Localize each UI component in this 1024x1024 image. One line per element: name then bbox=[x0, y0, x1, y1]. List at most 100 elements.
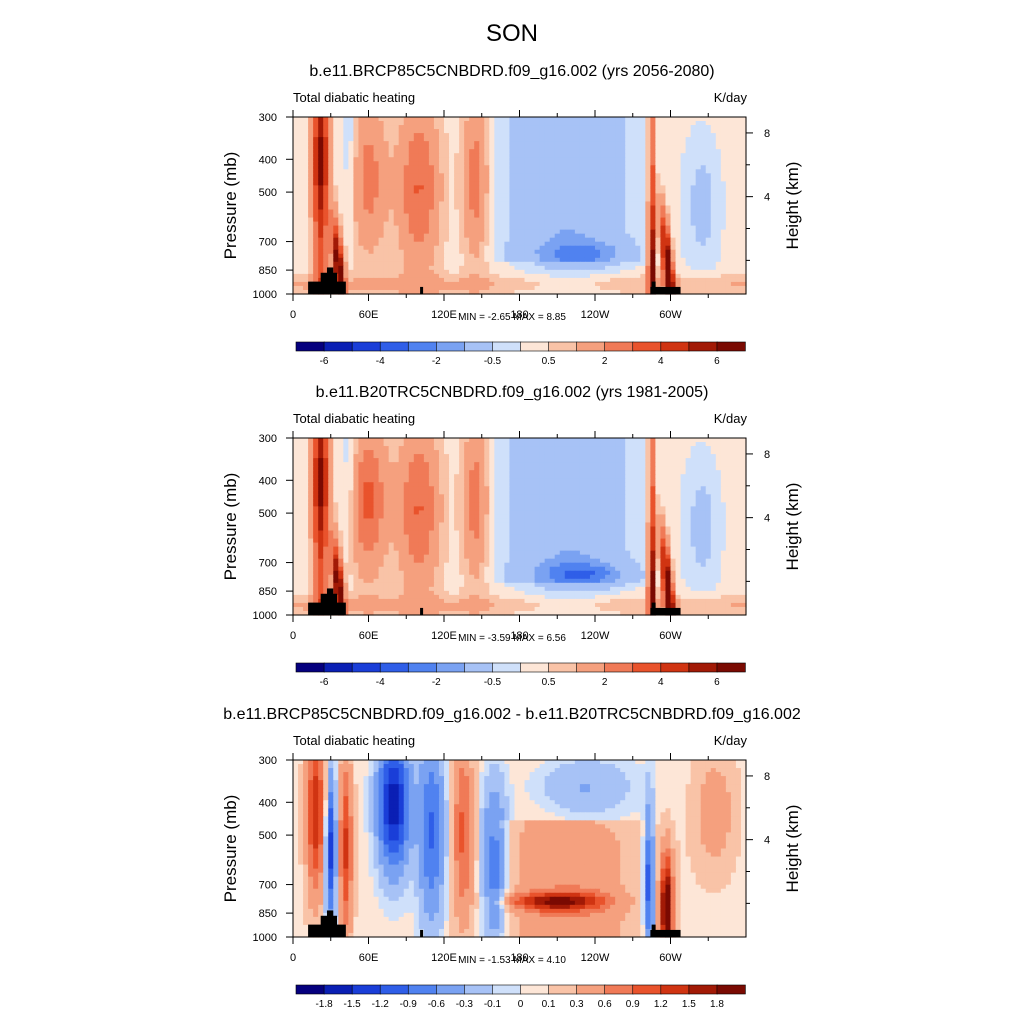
heatmap-cell bbox=[363, 141, 370, 146]
heatmap-cell bbox=[353, 217, 360, 223]
heatmap-cell bbox=[700, 265, 707, 271]
heatmap-cell bbox=[428, 470, 435, 475]
heatmap-cell bbox=[650, 237, 656, 243]
heatmap-cell bbox=[408, 201, 415, 207]
heatmap-cell bbox=[574, 157, 581, 162]
heatmap-cell bbox=[479, 117, 485, 122]
heatmap-cell bbox=[373, 181, 380, 186]
heatmap-cell bbox=[655, 129, 662, 134]
heatmap-cell bbox=[630, 157, 636, 162]
heatmap-cell bbox=[579, 169, 586, 174]
heatmap-cell bbox=[524, 141, 531, 146]
heatmap-cell bbox=[388, 181, 395, 186]
heatmap-cell bbox=[358, 229, 365, 235]
heatmap-cell bbox=[338, 185, 344, 191]
heatmap-cell bbox=[398, 446, 405, 451]
heatmap-cell bbox=[308, 165, 314, 170]
heatmap-cell bbox=[388, 281, 395, 287]
heatmap-cell bbox=[438, 169, 445, 174]
heatmap-cell bbox=[418, 233, 425, 239]
heatmap-cell bbox=[444, 125, 450, 130]
heatmap-cell bbox=[338, 213, 344, 219]
heatmap-cell bbox=[408, 277, 415, 283]
heatmap-cell bbox=[705, 474, 712, 479]
heatmap-cell bbox=[494, 125, 500, 130]
y-tick-label: 300 bbox=[259, 112, 277, 124]
heatmap-cell bbox=[459, 470, 465, 475]
heatmap-cell bbox=[720, 165, 727, 170]
heatmap-cell bbox=[584, 117, 591, 122]
heatmap-cell bbox=[293, 129, 299, 134]
heatmap-cell bbox=[574, 438, 581, 443]
heatmap-cell bbox=[459, 189, 465, 195]
heatmap-cell bbox=[318, 181, 324, 186]
heatmap-cell bbox=[318, 245, 324, 251]
heatmap-cell bbox=[368, 137, 375, 142]
heatmap-cell bbox=[625, 265, 631, 271]
heatmap-cell bbox=[428, 169, 435, 174]
heatmap-cell bbox=[469, 169, 475, 174]
heatmap-cell bbox=[685, 474, 692, 479]
heatmap-cell bbox=[388, 193, 395, 199]
heatmap-cell bbox=[413, 121, 420, 126]
heatmap-cell bbox=[438, 213, 445, 219]
heatmap-cell bbox=[418, 269, 425, 275]
heatmap-cell bbox=[720, 225, 727, 231]
heatmap-cell bbox=[725, 149, 732, 154]
heatmap-cell bbox=[469, 129, 475, 134]
heatmap-cell bbox=[428, 462, 435, 467]
heatmap-cell bbox=[544, 273, 551, 279]
heatmap-cell bbox=[735, 450, 742, 455]
heatmap-cell bbox=[469, 189, 475, 195]
heatmap-cell bbox=[730, 446, 737, 451]
heatmap-cell bbox=[474, 289, 480, 295]
heatmap-cell bbox=[730, 153, 737, 158]
heatmap-cell bbox=[333, 193, 339, 199]
heatmap-cell bbox=[559, 466, 566, 471]
heatmap-cell bbox=[494, 121, 500, 126]
heatmap-cell bbox=[735, 189, 742, 195]
heatmap-cell bbox=[559, 265, 566, 271]
heatmap-cell bbox=[378, 245, 385, 251]
heatmap-cell bbox=[328, 253, 334, 259]
heatmap-cell bbox=[595, 466, 601, 471]
heatmap-cell bbox=[484, 197, 490, 203]
heatmap-cell bbox=[313, 249, 319, 255]
heatmap-cell bbox=[630, 137, 636, 142]
heatmap-cell bbox=[630, 169, 636, 174]
heatmap-cell bbox=[705, 277, 712, 283]
heatmap-cell bbox=[610, 173, 616, 178]
heatmap-cell bbox=[620, 438, 626, 443]
heatmap-cell bbox=[740, 458, 747, 463]
heatmap-cell bbox=[700, 149, 707, 154]
heatmap-cell bbox=[428, 201, 435, 207]
heatmap-cell bbox=[529, 450, 536, 455]
heatmap-cell bbox=[524, 205, 531, 211]
heatmap-cell bbox=[373, 446, 380, 451]
heatmap-cell bbox=[454, 277, 460, 283]
heatmap-cell bbox=[464, 281, 470, 287]
heatmap-cell bbox=[695, 454, 702, 459]
heatmap-cell bbox=[600, 153, 606, 158]
heatmap-cell bbox=[444, 249, 450, 255]
heatmap-cell bbox=[534, 201, 541, 207]
heatmap-cell bbox=[373, 478, 380, 483]
heatmap-cell bbox=[620, 125, 626, 130]
heatmap-cell bbox=[529, 257, 536, 263]
heatmap-cell bbox=[725, 237, 732, 243]
heatmap-cell bbox=[393, 454, 400, 459]
heatmap-cell bbox=[605, 454, 611, 459]
heatmap-cell bbox=[499, 273, 505, 279]
heatmap-cell bbox=[519, 181, 526, 186]
heatmap-cell bbox=[605, 265, 611, 271]
heatmap-cell bbox=[378, 141, 385, 146]
heatmap-cell bbox=[298, 462, 304, 467]
heatmap-cell bbox=[403, 237, 410, 243]
heatmap-cell bbox=[408, 185, 415, 191]
heatmap-cell bbox=[428, 458, 435, 463]
heatmap-cell bbox=[720, 153, 727, 158]
heatmap-cell bbox=[620, 173, 626, 178]
heatmap-cell bbox=[610, 442, 616, 447]
heatmap-cell bbox=[685, 233, 692, 239]
heatmap-cell bbox=[423, 237, 430, 243]
